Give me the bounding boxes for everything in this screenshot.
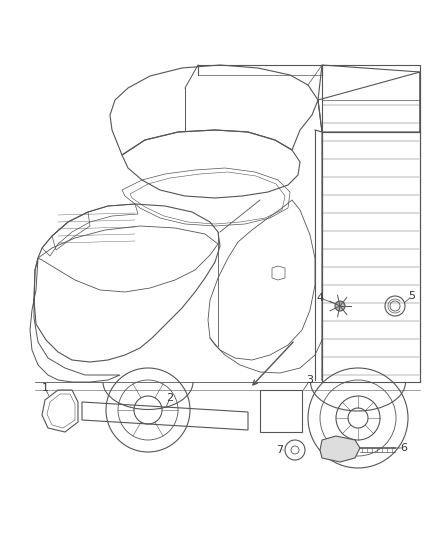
Text: 4: 4 <box>316 293 324 303</box>
Polygon shape <box>320 436 360 462</box>
Text: 1: 1 <box>42 383 49 393</box>
Circle shape <box>335 301 345 311</box>
Text: 3: 3 <box>307 375 314 385</box>
Text: 6: 6 <box>400 443 407 453</box>
Text: 2: 2 <box>166 393 173 403</box>
Text: 5: 5 <box>409 291 416 301</box>
Text: 7: 7 <box>276 445 283 455</box>
